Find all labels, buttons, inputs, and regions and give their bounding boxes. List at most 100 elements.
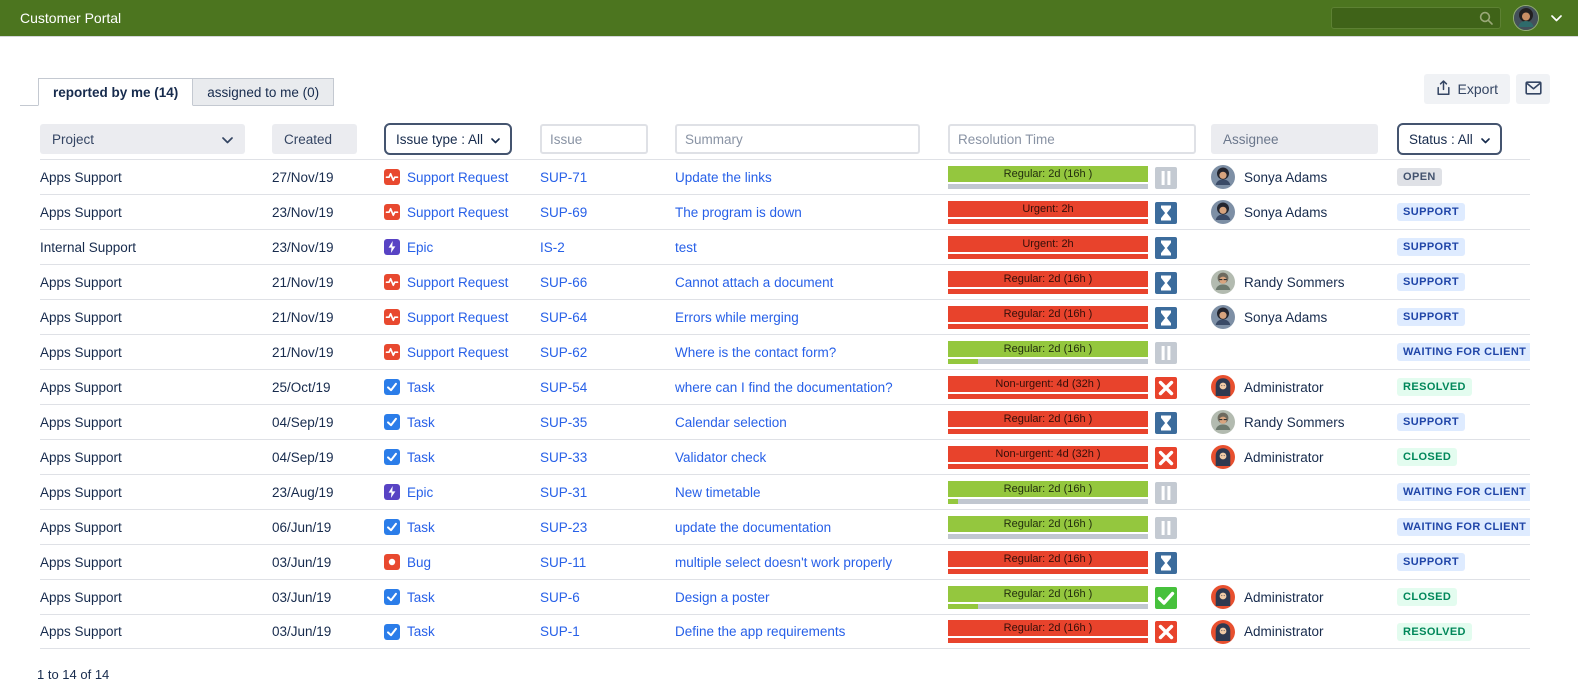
table-row: Apps Support 25/Oct/19 Task SUP-54 where…	[40, 369, 1530, 404]
status-badge: WAITING FOR CLIENT	[1397, 483, 1530, 501]
created-cell: 27/Nov/19	[272, 170, 384, 185]
issue-summary-link[interactable]: Design a poster	[675, 590, 770, 605]
issue-type-link[interactable]: Support Request	[407, 205, 508, 220]
sla-progress-fill	[948, 429, 1148, 434]
issue-key-link[interactable]: SUP-64	[540, 310, 587, 325]
issue-summary-link[interactable]: Validator check	[675, 450, 766, 465]
issue-key-link[interactable]: SUP-1	[540, 624, 580, 639]
issue-type-link[interactable]: Support Request	[407, 310, 508, 325]
task-icon	[384, 624, 400, 640]
sla-bars: Regular: 2d (16h )	[948, 306, 1148, 329]
status-cell: OPEN	[1397, 168, 1530, 186]
issue-type-link[interactable]: Bug	[407, 555, 431, 570]
issue-type-link[interactable]: Task	[407, 624, 435, 639]
created-cell: 04/Sep/19	[272, 415, 384, 430]
issue-summary-link[interactable]: multiple select doesn't work properly	[675, 555, 892, 570]
table-row: Apps Support 03/Jun/19 Bug SUP-11 multip…	[40, 544, 1530, 579]
issue-key-link[interactable]: SUP-62	[540, 345, 587, 360]
project-cell: Apps Support	[40, 415, 272, 430]
issue-type-link[interactable]: Task	[407, 380, 435, 395]
issue-key-link[interactable]: IS-2	[540, 240, 565, 255]
user-avatar[interactable]	[1513, 5, 1539, 31]
issue-key-cell: SUP-23	[540, 520, 675, 535]
issue-summary-link[interactable]: where can I find the documentation?	[675, 380, 893, 395]
chevron-down-icon	[222, 132, 233, 147]
sla-label-bar: Regular: 2d (16h )	[948, 271, 1148, 287]
issue-type-link[interactable]: Support Request	[407, 170, 508, 185]
summary-cell: The program is down	[675, 205, 948, 220]
issue-summary-link[interactable]: Errors while merging	[675, 310, 799, 325]
user-menu-chevron-icon[interactable]	[1551, 15, 1562, 22]
issue-key-link[interactable]: SUP-66	[540, 275, 587, 290]
assignee-header-label: Assignee	[1223, 132, 1279, 147]
tab-assigned-to-me[interactable]: assigned to me (0)	[193, 78, 334, 106]
sla-bars: Regular: 2d (16h )	[948, 516, 1148, 539]
project-cell: Apps Support	[40, 590, 272, 605]
created-cell: 03/Jun/19	[272, 555, 384, 570]
issue-key-link[interactable]: SUP-54	[540, 380, 587, 395]
sla-label-bar: Regular: 2d (16h )	[948, 166, 1148, 182]
issue-key-link[interactable]: SUP-71	[540, 170, 587, 185]
sla-bars: Regular: 2d (16h )	[948, 481, 1148, 504]
project-filter-dropdown[interactable]: Project	[40, 124, 245, 154]
sla-bars: Non-urgent: 4d (32h )	[948, 376, 1148, 399]
summary-filter-input[interactable]	[675, 124, 920, 154]
sla-bars: Urgent: 2h	[948, 201, 1148, 224]
issue-type-link[interactable]: Support Request	[407, 275, 508, 290]
issue-key-link[interactable]: SUP-6	[540, 590, 580, 605]
issue-type-link[interactable]: Task	[407, 415, 435, 430]
issue-key-link[interactable]: SUP-11	[540, 555, 586, 570]
tab-reported-by-me[interactable]: reported by me (14)	[38, 78, 193, 106]
table-row: Apps Support 04/Sep/19 Task SUP-33 Valid…	[40, 439, 1530, 474]
hourglass-icon	[1155, 552, 1177, 574]
summary-cell: Validator check	[675, 450, 948, 465]
sla-label-bar: Regular: 2d (16h )	[948, 306, 1148, 322]
sla-bars: Regular: 2d (16h )	[948, 341, 1148, 364]
created-column-header[interactable]: Created	[272, 124, 357, 154]
issue-type-link[interactable]: Epic	[407, 485, 433, 500]
issue-type-filter-select[interactable]: Issue type : All	[384, 123, 512, 155]
table-row: Apps Support 04/Sep/19 Task SUP-35 Calen…	[40, 404, 1530, 439]
issue-summary-link[interactable]: test	[675, 240, 697, 255]
issue-summary-link[interactable]: Calendar selection	[675, 415, 787, 430]
table-row: Apps Support 03/Jun/19 Task SUP-6 Design…	[40, 579, 1530, 614]
issue-summary-link[interactable]: update the documentation	[675, 520, 831, 535]
issue-summary-link[interactable]: New timetable	[675, 485, 761, 500]
issue-key-link[interactable]: SUP-23	[540, 520, 587, 535]
issue-key-link[interactable]: SUP-31	[540, 485, 587, 500]
email-button[interactable]	[1516, 74, 1550, 104]
issue-type-link[interactable]: Epic	[407, 240, 433, 255]
export-button[interactable]: Export	[1424, 74, 1510, 104]
issue-key-link[interactable]: SUP-69	[540, 205, 587, 220]
task-icon	[384, 519, 400, 535]
assignee-column-header[interactable]: Assignee	[1211, 124, 1378, 154]
issue-key-link[interactable]: SUP-35	[540, 415, 587, 430]
issue-summary-link[interactable]: Update the links	[675, 170, 772, 185]
issue-key-link[interactable]: SUP-33	[540, 450, 587, 465]
sla-widget: Regular: 2d (16h )	[948, 166, 1196, 189]
sla-bars: Regular: 2d (16h )	[948, 551, 1148, 574]
support-request-icon	[384, 204, 400, 220]
issue-summary-link[interactable]: Where is the contact form?	[675, 345, 836, 360]
status-filter-select[interactable]: Status : All	[1397, 123, 1502, 155]
issue-type-link[interactable]: Task	[407, 590, 435, 605]
status-cell: CLOSED	[1397, 448, 1530, 466]
sla-label-bar: Regular: 2d (16h )	[948, 551, 1148, 567]
issue-type-link[interactable]: Task	[407, 450, 435, 465]
issue-type-link[interactable]: Support Request	[407, 345, 508, 360]
search-input[interactable]	[1331, 7, 1501, 29]
pause-icon	[1155, 167, 1177, 189]
issue-summary-link[interactable]: Define the app requirements	[675, 624, 845, 639]
sla-widget: Regular: 2d (16h )	[948, 481, 1196, 504]
resolution-time-filter-input[interactable]	[948, 124, 1196, 154]
issue-summary-link[interactable]: Cannot attach a document	[675, 275, 833, 290]
project-cell: Apps Support	[40, 555, 272, 570]
breached-x-icon	[1155, 621, 1177, 643]
issue-summary-link[interactable]: The program is down	[675, 205, 802, 220]
issue-filter-input[interactable]	[540, 124, 648, 154]
assignee-cell: Administrator	[1211, 620, 1397, 644]
issue-type-link[interactable]: Task	[407, 520, 435, 535]
sla-progress-track	[948, 184, 1148, 189]
assignee-name: Randy Sommers	[1244, 275, 1345, 290]
avatar	[1211, 200, 1235, 224]
